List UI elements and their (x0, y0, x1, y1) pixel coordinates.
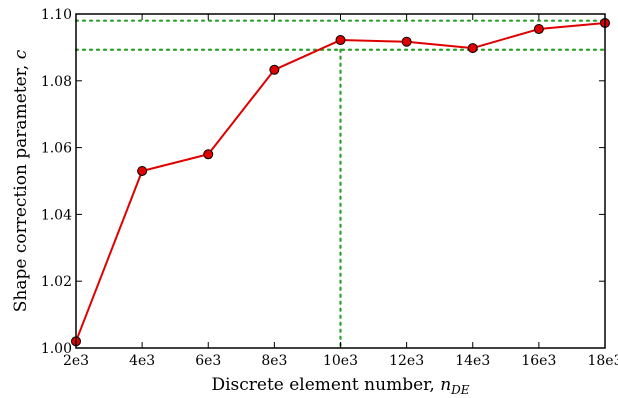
y-tick-label-3: 1.04 (41, 207, 72, 223)
x-tick-label-2: 4e3 (129, 353, 155, 369)
x-tick-label-9: 18e3 (587, 353, 618, 369)
x-axis-title-text: Discrete element number, (211, 375, 440, 395)
y-tick-labels: 1.00 1.02 1.04 1.06 1.08 1.10 (41, 7, 72, 357)
y-axis-title-variable: c (11, 49, 31, 59)
data-point-2 (137, 165, 148, 176)
data-point-3 (203, 149, 214, 160)
x-tick-label-8: 16e3 (521, 353, 556, 369)
x-tick-label-5: 10e3 (323, 353, 358, 369)
x-axis-title-subscript: DE (450, 383, 470, 397)
ticks (75, 13, 606, 349)
data-point-6 (401, 36, 412, 47)
x-tick-label-1: 2e3 (63, 353, 89, 369)
y-tick-label-4: 1.06 (41, 141, 72, 157)
y-tick-label-2: 1.02 (41, 274, 72, 290)
y-axis-title-text: Shape correction parameter, (11, 59, 31, 312)
y-tick-label-1: 1.00 (41, 341, 72, 357)
data-point-4 (269, 64, 280, 75)
y-axis-title: Shape correction parameter, c (11, 49, 31, 312)
y-tick-label-5: 1.08 (41, 74, 72, 90)
x-tick-label-7: 14e3 (455, 353, 490, 369)
x-axis-title-variable: n (440, 375, 451, 395)
x-tick-label-3: 6e3 (195, 353, 221, 369)
x-tick-labels: 2e3 4e3 6e3 8e3 10e3 12e3 14e3 16e3 18e3 (63, 353, 618, 369)
data-point-7 (467, 43, 478, 54)
data-point-8 (533, 24, 544, 35)
x-tick-label-6: 12e3 (389, 353, 424, 369)
reference-lines (74, 19, 607, 350)
x-axis-title: Discrete element number, nDE (211, 375, 469, 397)
data-point-5 (335, 35, 346, 46)
x-tick-label-4: 8e3 (261, 353, 287, 369)
y-tick-label-6: 1.10 (41, 7, 72, 23)
